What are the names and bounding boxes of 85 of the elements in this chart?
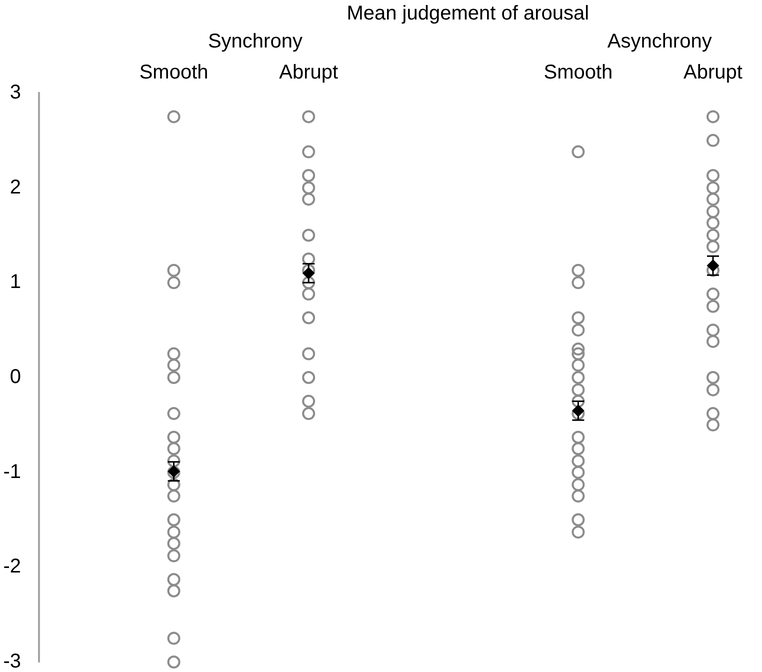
point: [572, 490, 585, 503]
point: [572, 276, 585, 290]
point: [302, 371, 316, 384]
point: [302, 145, 316, 158]
point: [572, 347, 585, 360]
point: [706, 134, 720, 147]
point: [302, 276, 316, 290]
point: [572, 513, 585, 526]
point: [572, 342, 585, 356]
point: [167, 526, 180, 539]
point: [167, 110, 180, 124]
point: [302, 288, 316, 301]
point: [572, 526, 585, 539]
point: [706, 192, 720, 206]
point: [706, 383, 720, 396]
point: [167, 358, 180, 372]
point: [706, 169, 720, 182]
point: [706, 110, 720, 124]
point: [572, 430, 585, 444]
y-tick-label: 2: [10, 176, 21, 198]
point: [706, 216, 720, 230]
point: [167, 430, 180, 444]
point: [706, 418, 720, 432]
point: [302, 192, 316, 206]
point: [167, 371, 180, 384]
point: [572, 145, 585, 158]
point: [167, 549, 180, 562]
point: [572, 358, 585, 372]
point: [706, 371, 720, 384]
point: [706, 228, 720, 242]
point: [302, 347, 316, 360]
point: [302, 394, 316, 408]
point: [572, 442, 585, 456]
point: [167, 347, 180, 360]
y-tick-label: 0: [10, 366, 21, 388]
point: [572, 454, 585, 468]
y-tick-label: -1: [3, 460, 21, 483]
point: [167, 584, 180, 598]
chart-title: Mean judgement of arousal: [346, 2, 590, 25]
y-tick-label: -2: [3, 556, 21, 578]
y-tick-label: 3: [10, 82, 21, 104]
point: [167, 513, 180, 526]
point: [302, 169, 316, 182]
x-tick-label: Abrupt: [684, 62, 743, 84]
y-tick-label: 1: [10, 271, 21, 294]
point: [706, 240, 720, 254]
point: [572, 466, 585, 479]
point: [302, 181, 316, 194]
point: [572, 324, 585, 337]
point: [167, 407, 180, 420]
text: Synchrony: [208, 30, 302, 53]
point: [572, 311, 585, 324]
point: [167, 632, 180, 645]
point: [706, 324, 720, 337]
x-tick-label: Smooth: [139, 62, 208, 84]
point: [167, 276, 180, 290]
point: [572, 383, 585, 396]
x-tick-label: Abrupt: [279, 62, 338, 84]
text: Asynchrony: [607, 30, 712, 53]
x-tick-label: Smooth: [544, 62, 613, 84]
point: [167, 264, 180, 277]
point: [706, 300, 720, 313]
point: [167, 454, 180, 468]
point: [572, 394, 585, 408]
point: [302, 110, 316, 124]
point: [572, 264, 585, 277]
point: [167, 442, 180, 456]
point: [302, 407, 316, 420]
point: [302, 311, 316, 324]
point: [302, 264, 316, 277]
point: [167, 478, 180, 492]
point: [572, 371, 585, 384]
point: [302, 252, 316, 266]
point: [572, 478, 585, 492]
point: [167, 536, 180, 550]
point: [302, 228, 316, 242]
point: [167, 490, 180, 503]
y-tick-label: -3: [3, 650, 21, 672]
point: [706, 181, 720, 194]
point: [167, 656, 180, 668]
point: [706, 288, 720, 301]
point: [706, 334, 720, 348]
point: [706, 205, 720, 218]
point: [706, 407, 720, 420]
point: [167, 572, 180, 586]
